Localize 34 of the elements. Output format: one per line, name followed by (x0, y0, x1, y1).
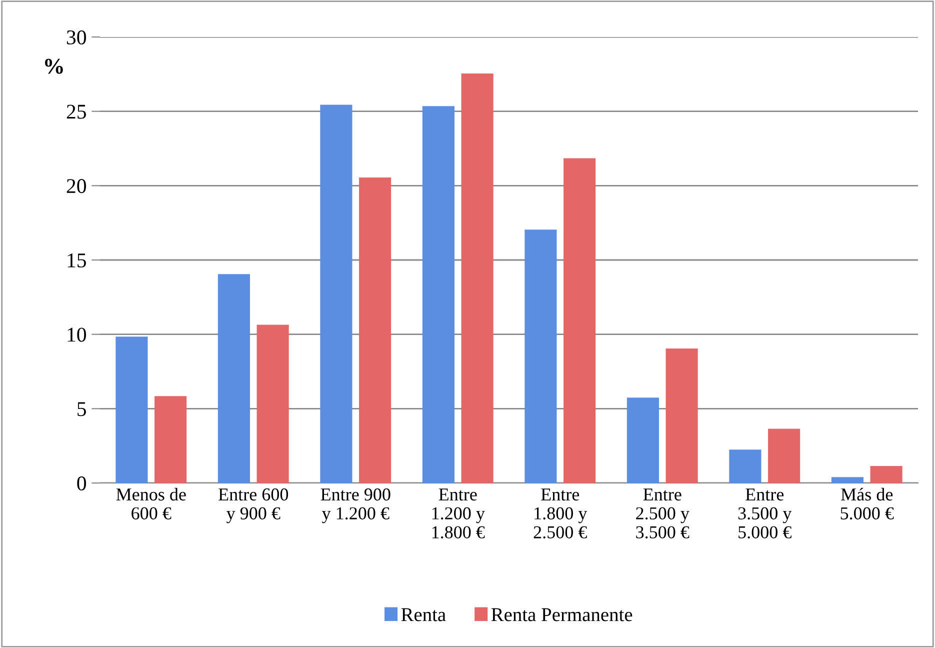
bar (524, 230, 557, 483)
bar (422, 106, 454, 483)
y-axis-title: % (45, 58, 63, 74)
legend-label: Renta (401, 608, 446, 622)
bar (116, 336, 148, 483)
y-tick-label: 10 (68, 328, 86, 342)
bar (768, 428, 800, 483)
bar (461, 73, 494, 483)
bar (256, 324, 289, 483)
bar (320, 104, 352, 483)
y-tick-label: 20 (66, 179, 86, 194)
x-tick-label: Más de 5.000 € (840, 488, 894, 520)
x-tick-label: Entre 3.500 y 5.000 € (738, 488, 792, 538)
x-tick-label: Entre 1.800 y 2.500 € (534, 488, 588, 538)
y-tick-label: 15 (68, 253, 86, 268)
bar (626, 398, 659, 483)
bar (729, 450, 762, 483)
x-tick-label: Menos de 600 € (116, 488, 186, 520)
bar (359, 178, 392, 483)
bar (218, 274, 250, 483)
y-tick-label: 5 (78, 402, 86, 416)
legend-label: Renta Permanente (491, 608, 632, 622)
x-tick-label: Entre 600 y 900 € (218, 488, 288, 524)
bar (154, 396, 187, 483)
x-tick-label: Entre 2.500 y 3.500 € (636, 488, 690, 538)
y-tick-label: 0 (77, 476, 86, 490)
bar (870, 466, 902, 483)
x-tick-label: Entre 1.200 y 1.800 € (432, 488, 485, 538)
bar (564, 158, 596, 483)
y-tick-label: 30 (66, 30, 86, 44)
y-tick-label: 25 (66, 104, 86, 119)
bar (666, 348, 698, 483)
bar (831, 477, 864, 483)
x-tick-label: Entre 900 y 1.200 € (320, 488, 390, 524)
